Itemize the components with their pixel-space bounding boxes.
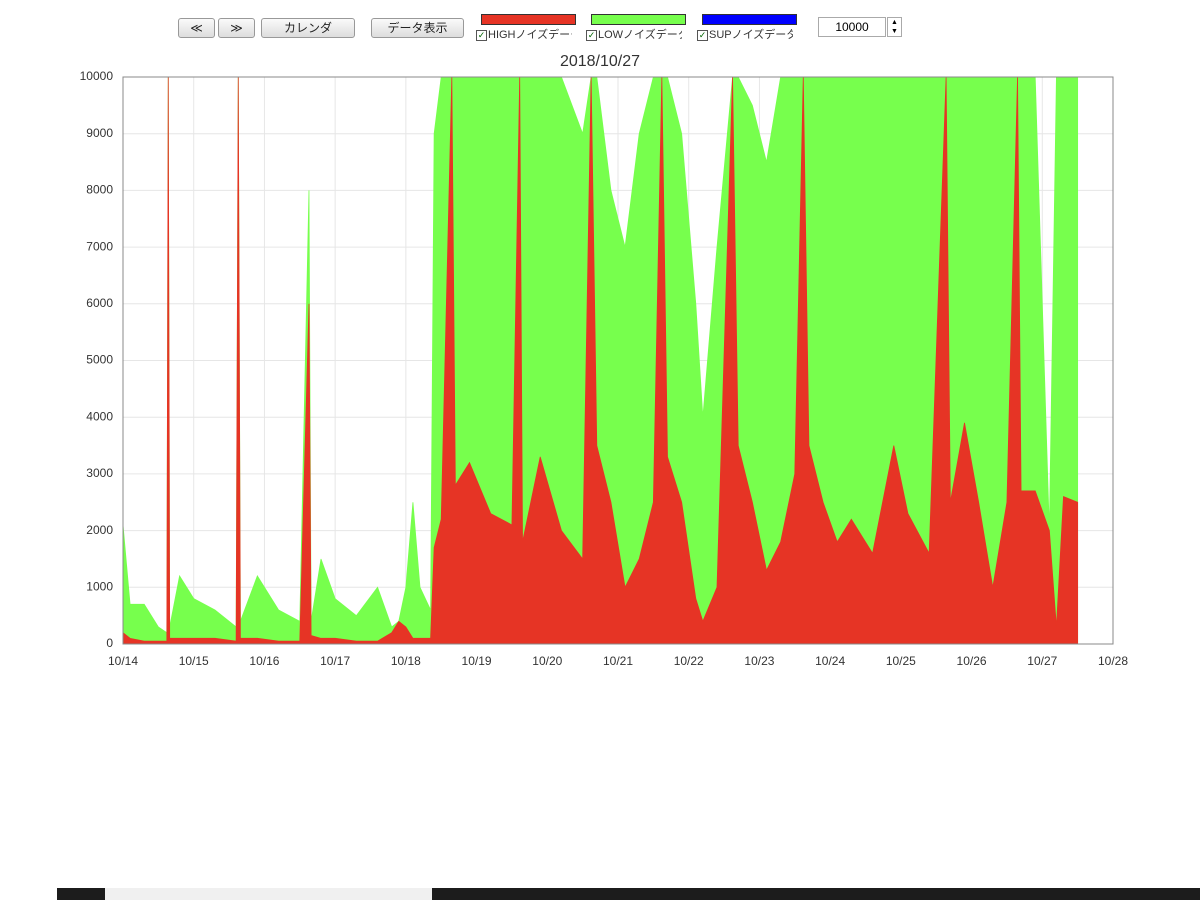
y-tick-label: 9000 — [86, 126, 113, 140]
checkbox[interactable]: ✓ — [586, 29, 597, 41]
x-tick-label: 10/26 — [957, 654, 987, 668]
x-tick-label: 10/21 — [603, 654, 633, 668]
y-tick-label: 3000 — [86, 466, 113, 480]
x-tick-label: 10/25 — [886, 654, 916, 668]
checkbox[interactable]: ✓ — [476, 29, 487, 41]
y-tick-label: 0 — [106, 636, 113, 650]
y-tick-label: 8000 — [86, 183, 113, 197]
show-data-button[interactable]: データ表示 — [371, 18, 464, 38]
legend-label: LOWノイズデータ — [598, 29, 682, 41]
checkbox[interactable]: ✓ — [697, 29, 708, 41]
taskbar-search[interactable] — [105, 888, 432, 900]
legend-swatch — [702, 14, 797, 25]
prev-button[interactable]: ≪ — [178, 18, 215, 38]
y-tick-label: 6000 — [86, 296, 113, 310]
x-tick-label: 10/20 — [532, 654, 562, 668]
y-tick-label: 10000 — [80, 69, 114, 83]
next-button[interactable]: ≫ — [218, 18, 255, 38]
legend-swatch — [481, 14, 576, 25]
x-tick-label: 10/17 — [320, 654, 350, 668]
chart: 2018/10/27 0 1000 2000 3000 4000 5000 6000 7000… — [80, 53, 1129, 668]
x-tick-label: 10/28 — [1098, 654, 1128, 668]
spinner[interactable]: ▲ ▼ — [887, 17, 902, 37]
legend-swatch — [591, 14, 686, 25]
legend-label: SUPノイズデータ — [709, 29, 793, 41]
x-tick-label: 10/27 — [1027, 654, 1057, 668]
legend-checkbox[interactable]: ✓ LOWノイズデータ — [586, 26, 682, 42]
y-tick-label: 7000 — [86, 239, 113, 253]
y-tick-label: 4000 — [86, 409, 113, 423]
x-tick-label: 10/16 — [249, 654, 279, 668]
range-input[interactable]: 10000 — [818, 17, 886, 37]
x-tick-label: 10/24 — [815, 654, 845, 668]
plot-frame — [122, 76, 1114, 645]
x-tick-label: 10/18 — [391, 654, 421, 668]
x-tick-label: 10/15 — [179, 654, 209, 668]
x-tick-label: 10/19 — [462, 654, 492, 668]
x-tick-label: 10/23 — [744, 654, 774, 668]
y-tick-label: 1000 — [86, 579, 113, 593]
legend-checkbox[interactable]: ✓ SUPノイズデータ — [697, 26, 793, 42]
legend-checkbox[interactable]: ✓ HIGHノイズデータ — [476, 26, 572, 42]
x-tick-label: 10/22 — [674, 654, 704, 668]
y-tick-label: 5000 — [86, 353, 113, 367]
chart-title: 2018/10/27 — [560, 53, 640, 70]
calendar-button[interactable]: カレンダ — [261, 18, 355, 38]
legend-label: HIGHノイズデータ — [488, 29, 572, 41]
y-tick-label: 2000 — [86, 523, 113, 537]
x-tick-label: 10/14 — [108, 654, 138, 668]
